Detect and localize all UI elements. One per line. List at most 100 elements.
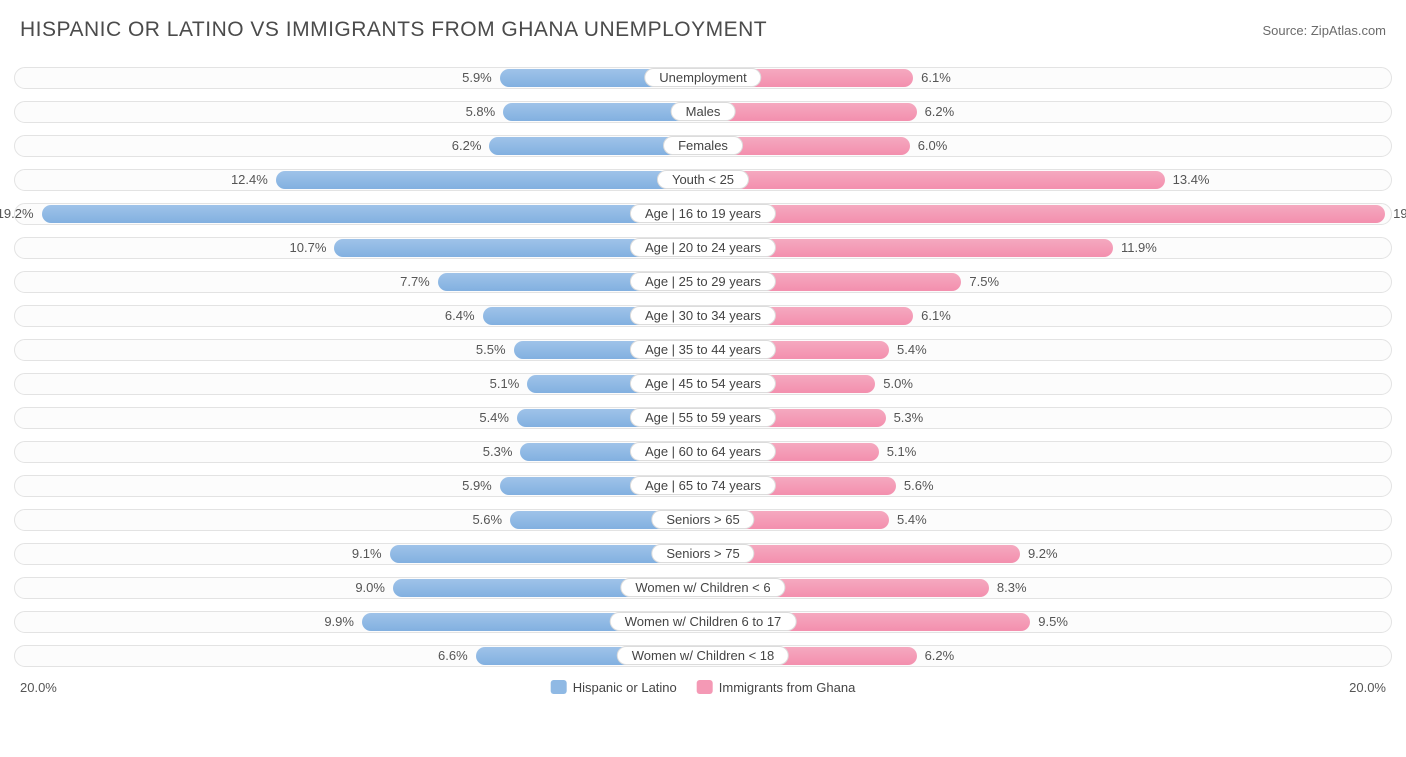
chart-row: 5.6% 5.4% Seniors > 65: [14, 506, 1392, 534]
value-left: 5.1%: [490, 375, 520, 393]
chart-row: 9.9% 9.5%Women w/ Children 6 to 17: [14, 608, 1392, 636]
chart-row: 7.7%7.5%Age | 25 to 29 years: [14, 268, 1392, 296]
axis-max-right: 20.0%: [1349, 680, 1386, 695]
chart-row: 5.4% 5.3%Age | 55 to 59 years: [14, 404, 1392, 432]
chart-header: HISPANIC OR LATINO VS IMMIGRANTS FROM GH…: [14, 18, 1392, 42]
value-right: 8.3%: [997, 579, 1027, 597]
chart-row: 10.7%11.9%Age | 20 to 24 years: [14, 234, 1392, 262]
value-right: 5.1%: [887, 443, 917, 461]
value-left: 9.9%: [324, 613, 354, 631]
legend-item-right: Immigrants from Ghana: [697, 680, 856, 695]
row-label: Age | 65 to 74 years: [630, 476, 776, 495]
value-left: 5.8%: [466, 103, 496, 121]
value-left: 5.4%: [479, 409, 509, 427]
row-label: Seniors > 75: [651, 544, 754, 563]
row-label: Age | 35 to 44 years: [630, 340, 776, 359]
value-right: 5.6%: [904, 477, 934, 495]
value-right: 9.2%: [1028, 545, 1058, 563]
chart-row: 5.9% 5.6% Age | 65 to 74 years: [14, 472, 1392, 500]
row-right-half: 5.3%: [703, 404, 1392, 432]
row-right-half: 5.4%: [703, 506, 1392, 534]
value-right: 5.4%: [897, 341, 927, 359]
chart-row: 5.1% 5.0%Age | 45 to 54 years: [14, 370, 1392, 398]
row-label: Women w/ Children < 18: [617, 646, 789, 665]
row-right-half: 5.6%: [703, 472, 1392, 500]
row-right-half: 5.0%: [703, 370, 1392, 398]
row-label: Age | 60 to 64 years: [630, 442, 776, 461]
value-right: 6.2%: [925, 103, 955, 121]
row-left-half: 6.4%: [14, 302, 703, 330]
value-right: 6.0%: [918, 137, 948, 155]
bar-left: [42, 205, 703, 223]
chart-footer: 20.0% Hispanic or Latino Immigrants from…: [14, 676, 1392, 698]
row-right-half: 8.3%: [703, 574, 1392, 602]
chart-row: 6.4% 6.1% Age | 30 to 34 years: [14, 302, 1392, 330]
chart-row: 5.3% 5.1% Age | 60 to 64 years: [14, 438, 1392, 466]
row-right-half: 9.2%: [703, 540, 1392, 568]
diverging-bar-chart: 5.9% 6.1% Unemployment 5.8% 6.2% Males 6.2% 6.0…: [14, 64, 1392, 670]
chart-row: 6.2%6.0%Females: [14, 132, 1392, 160]
chart-row: 12.4%13.4%Youth < 25: [14, 166, 1392, 194]
row-left-half: 10.7%: [14, 234, 703, 262]
value-left: 19.2%: [0, 205, 34, 223]
legend-label-right: Immigrants from Ghana: [719, 680, 856, 695]
value-left: 5.9%: [462, 477, 492, 495]
value-right: 5.4%: [897, 511, 927, 529]
chart-source: Source: ZipAtlas.com: [1262, 23, 1386, 38]
row-right-half: 6.1%: [703, 64, 1392, 92]
bar-right: [703, 171, 1165, 189]
row-label: Age | 45 to 54 years: [630, 374, 776, 393]
row-left-half: 5.4%: [14, 404, 703, 432]
chart-row: 19.2%19.8%Age | 16 to 19 years: [14, 200, 1392, 228]
row-label: Males: [671, 102, 736, 121]
row-left-half: 5.5%: [14, 336, 703, 364]
row-right-half: 5.1%: [703, 438, 1392, 466]
row-right-half: 6.2%: [703, 642, 1392, 670]
row-label: Age | 20 to 24 years: [630, 238, 776, 257]
row-left-half: 6.2%: [14, 132, 703, 160]
legend-item-left: Hispanic or Latino: [551, 680, 677, 695]
row-left-half: 19.2%: [14, 200, 703, 228]
chart-row: 6.6% 6.2%Women w/ Children < 18: [14, 642, 1392, 670]
chart-row: 9.1% 9.2% Seniors > 75: [14, 540, 1392, 568]
row-label: Age | 30 to 34 years: [630, 306, 776, 325]
row-left-half: 6.6%: [14, 642, 703, 670]
row-left-half: 5.3%: [14, 438, 703, 466]
row-label: Women w/ Children 6 to 17: [610, 612, 797, 631]
value-right: 6.1%: [921, 69, 951, 87]
value-left: 6.4%: [445, 307, 475, 325]
row-left-half: 5.1%: [14, 370, 703, 398]
row-left-half: 12.4%: [14, 166, 703, 194]
chart-row: 5.9% 6.1% Unemployment: [14, 64, 1392, 92]
row-right-half: 13.4%: [703, 166, 1392, 194]
row-label: Age | 16 to 19 years: [630, 204, 776, 223]
row-left-half: 7.7%: [14, 268, 703, 296]
value-left: 5.3%: [483, 443, 513, 461]
legend: Hispanic or Latino Immigrants from Ghana: [551, 680, 856, 695]
value-right: 6.1%: [921, 307, 951, 325]
value-right: 13.4%: [1173, 171, 1210, 189]
row-right-half: 6.0%: [703, 132, 1392, 160]
row-right-half: 5.4%: [703, 336, 1392, 364]
value-right: 19.8%: [1393, 205, 1406, 223]
value-left: 7.7%: [400, 273, 430, 291]
row-left-half: 5.9%: [14, 472, 703, 500]
row-label: Seniors > 65: [651, 510, 754, 529]
legend-swatch-right: [697, 680, 713, 694]
legend-swatch-left: [551, 680, 567, 694]
bar-right: [703, 205, 1385, 223]
row-left-half: 9.9%: [14, 608, 703, 636]
row-left-half: 5.6%: [14, 506, 703, 534]
row-label: Unemployment: [644, 68, 761, 87]
value-left: 5.6%: [472, 511, 502, 529]
row-left-half: 9.0%: [14, 574, 703, 602]
value-left: 6.6%: [438, 647, 468, 665]
value-left: 5.9%: [462, 69, 492, 87]
row-label: Age | 55 to 59 years: [630, 408, 776, 427]
row-left-half: 9.1%: [14, 540, 703, 568]
row-right-half: 9.5%: [703, 608, 1392, 636]
value-left: 9.0%: [355, 579, 385, 597]
row-left-half: 5.9%: [14, 64, 703, 92]
row-right-half: 6.1%: [703, 302, 1392, 330]
value-left: 5.5%: [476, 341, 506, 359]
